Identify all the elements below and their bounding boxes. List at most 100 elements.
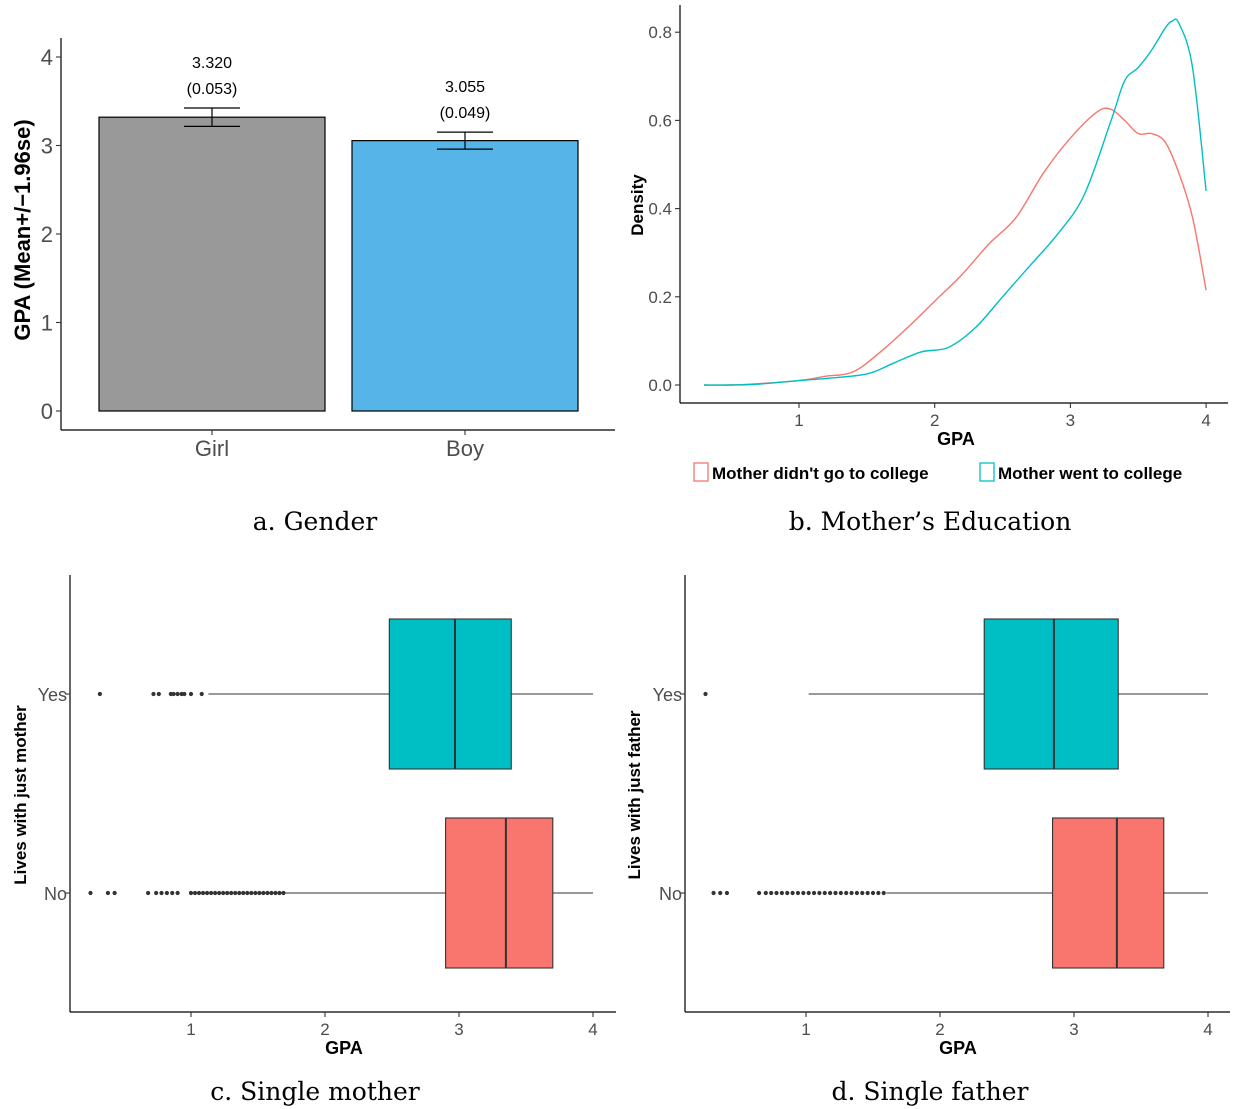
outlier-point	[241, 890, 246, 896]
outlier-point	[833, 890, 838, 896]
outlier-point	[217, 890, 222, 896]
box-ytick-label: No	[659, 884, 682, 904]
outlier-point	[221, 890, 226, 896]
outlier-point	[88, 890, 93, 896]
outlier-point	[164, 890, 169, 896]
box	[388, 618, 512, 770]
outlier-point	[209, 890, 214, 896]
legend-key-no-college	[693, 462, 709, 482]
panel-b-xtick-label: 3	[1066, 411, 1075, 430]
panel-a-ytick-label: 0	[41, 399, 53, 424]
box-ytick-label: Yes	[653, 685, 682, 705]
outlier-point	[265, 890, 270, 896]
outlier-point	[199, 691, 204, 697]
outlier-point	[175, 890, 180, 896]
panel-b-xlabel: GPA	[937, 429, 975, 449]
panel-a-ytick-label: 3	[41, 134, 53, 159]
outlier-point	[229, 890, 234, 896]
box-xtick-label: 2	[935, 1020, 944, 1039]
outlier-point	[881, 890, 886, 896]
outlier-point	[718, 890, 723, 896]
outlier-point	[724, 890, 730, 896]
bar	[351, 140, 579, 412]
outlier-point	[151, 691, 156, 697]
data-label-mean: 3.320	[192, 55, 232, 72]
density-line-no-college	[704, 107, 1207, 386]
outlier-point	[849, 890, 854, 896]
panel-c-caption: c. Single mother	[210, 1077, 420, 1106]
outlier-point	[806, 890, 811, 896]
panel-b-ytick-label: 0.8	[648, 23, 672, 42]
box-xtick-label: 3	[1069, 1020, 1078, 1039]
box	[983, 618, 1119, 770]
outlier-point	[795, 890, 801, 896]
panel-mother-education: Density GPA Mother didn't go to college …	[628, 5, 1228, 536]
legend-key-college	[979, 462, 995, 482]
outlier-point	[763, 890, 768, 896]
panel-c-xlabel: GPA	[325, 1038, 363, 1058]
outlier-point	[785, 890, 790, 896]
outlier-point	[854, 890, 860, 896]
outlier-point	[146, 890, 151, 896]
outlier-point	[237, 890, 242, 896]
panel-single-father: Lives with just father GPA d. Single fat…	[625, 575, 1230, 1106]
outlier-point	[233, 890, 238, 896]
data-label-mean: 3.055	[445, 79, 485, 96]
panel-b-xtick-label: 1	[794, 411, 803, 430]
panel-a-xtick-label: Boy	[446, 436, 484, 461]
outlier-point	[257, 890, 262, 896]
outlier-point	[171, 691, 176, 697]
outlier-point	[801, 890, 806, 896]
outlier-point	[159, 890, 164, 896]
panel-single-mother: Lives with just mother GPA c. Single mot…	[11, 575, 616, 1106]
outlier-point	[225, 890, 230, 896]
panel-b-ylabel: Density	[628, 174, 647, 236]
outlier-point	[860, 890, 865, 896]
data-label-se: (0.053)	[187, 81, 238, 98]
box-xtick-label: 2	[320, 1020, 329, 1039]
outlier-point	[757, 890, 762, 896]
outlier-point	[269, 890, 274, 896]
legend-label-college: Mother went to college	[998, 464, 1182, 483]
outlier-point	[870, 890, 876, 896]
outlier-point	[822, 890, 827, 896]
panel-b-xtick-label: 2	[930, 411, 939, 430]
outlier-point	[876, 890, 881, 896]
box-ytick-label: Yes	[38, 685, 67, 705]
box-xtick-label: 3	[454, 1020, 463, 1039]
density-line-college	[704, 18, 1207, 386]
box-xtick-label: 4	[588, 1020, 597, 1039]
legend: Mother didn't go to college Mother went …	[693, 462, 1182, 483]
outlier-point	[261, 890, 266, 896]
outlier-point	[175, 691, 180, 697]
outlier-point	[774, 890, 779, 896]
legend-label-no-college: Mother didn't go to college	[712, 464, 929, 483]
outlier-point	[204, 890, 210, 896]
box	[1052, 817, 1165, 969]
outlier-point	[811, 890, 817, 896]
box-xtick-label: 1	[186, 1020, 195, 1039]
outlier-point	[213, 890, 218, 896]
outlier-point	[273, 890, 278, 896]
outlier-point	[817, 890, 822, 896]
panel-b-ytick-label: 0.6	[648, 111, 672, 130]
outlier-point	[182, 691, 187, 697]
box-xtick-label: 1	[801, 1020, 810, 1039]
panel-d-caption: d. Single father	[832, 1077, 1029, 1106]
panel-a-ytick-label: 2	[41, 222, 53, 247]
panel-b-ytick-label: 0.0	[648, 376, 672, 395]
outlier-point	[105, 890, 111, 896]
box-xtick-label: 4	[1203, 1020, 1212, 1039]
panel-b-ytick-label: 0.4	[648, 200, 672, 219]
outlier-point	[779, 890, 784, 896]
outlier-point	[769, 890, 774, 896]
outlier-point	[249, 890, 254, 896]
bar	[98, 116, 326, 412]
panel-gender: GPA (Mean+/−1.96se) a. Gender 0 1 2 3 4 3.320…	[10, 38, 615, 536]
box	[445, 817, 554, 969]
outlier-point	[277, 890, 282, 896]
panel-d-ylabel: Lives with just father	[625, 710, 644, 879]
panel-b-xtick-label: 4	[1201, 411, 1210, 430]
panel-c-ylabel: Lives with just mother	[11, 705, 30, 885]
